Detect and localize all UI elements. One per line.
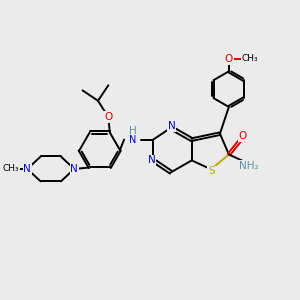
Text: N: N <box>168 121 176 131</box>
Text: O: O <box>225 54 233 64</box>
Text: CH₃: CH₃ <box>242 54 259 63</box>
Text: H: H <box>128 126 136 136</box>
Text: N: N <box>70 164 78 174</box>
Text: S: S <box>208 167 215 176</box>
Text: N: N <box>23 164 31 174</box>
Text: N: N <box>148 155 155 165</box>
Text: O: O <box>104 112 112 122</box>
Text: O: O <box>239 131 247 141</box>
Text: N: N <box>129 135 136 145</box>
Text: CH₃: CH₃ <box>3 164 19 173</box>
Text: NH₂: NH₂ <box>239 161 259 171</box>
